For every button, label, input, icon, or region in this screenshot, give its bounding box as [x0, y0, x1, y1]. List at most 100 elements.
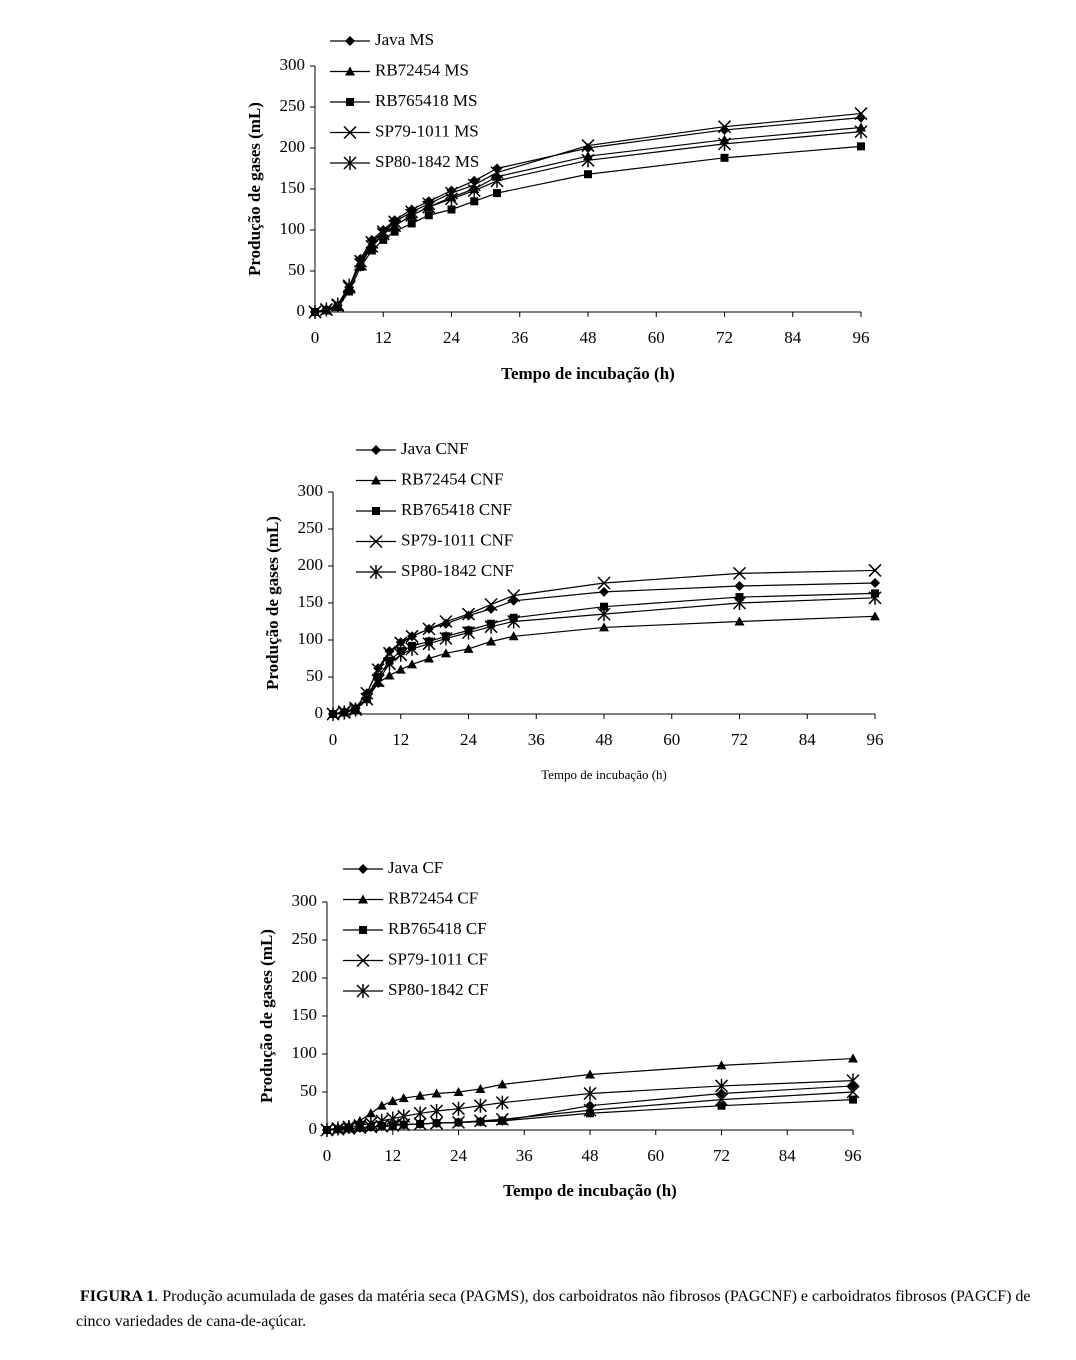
series-line [332, 569, 876, 715]
marker [343, 125, 357, 140]
marker [343, 156, 357, 170]
legend-label: SP79-1011 MS [375, 121, 479, 140]
x-tick-label: 36 [516, 1146, 533, 1165]
marker [353, 257, 368, 272]
marker [308, 305, 322, 319]
y-axis-label: Produção de gases (mL) [257, 929, 276, 1103]
y-tick-label: 50 [306, 666, 323, 685]
legend-label: Java MS [375, 30, 434, 49]
y-axis-label: Produção de gases (mL) [245, 102, 264, 276]
marker [413, 1106, 427, 1121]
marker [382, 656, 396, 671]
y-tick-label: 150 [280, 178, 306, 197]
marker [857, 142, 865, 151]
marker [384, 646, 395, 657]
marker [451, 1115, 466, 1129]
marker [345, 66, 355, 76]
marker [732, 596, 747, 610]
marker [387, 1096, 398, 1106]
marker [371, 673, 385, 688]
legend-label: Java CF [388, 858, 443, 877]
x-tick-label: 48 [582, 1146, 599, 1165]
x-tick-label: 12 [375, 328, 392, 347]
marker [463, 643, 474, 653]
marker [372, 507, 380, 515]
x-tick-label: 48 [580, 328, 597, 347]
y-tick-label: 0 [309, 1119, 318, 1138]
marker [331, 297, 345, 312]
marker [716, 1088, 727, 1099]
marker [714, 1078, 729, 1093]
x-tick-label: 60 [648, 328, 665, 347]
x-tick-label: 84 [779, 1146, 797, 1165]
marker-stroke [581, 139, 595, 153]
marker [395, 664, 406, 674]
marker [716, 1060, 727, 1070]
marker-stroke [430, 1116, 444, 1130]
marker-stroke [507, 589, 521, 603]
marker [446, 185, 457, 196]
legend-label: SP80-1842 CF [388, 980, 489, 999]
marker [599, 586, 609, 597]
x-tick-label: 12 [384, 1146, 401, 1165]
marker [359, 926, 367, 934]
marker [870, 611, 880, 621]
marker [461, 625, 476, 640]
legend-label: SP79-1011 CNF [401, 530, 513, 549]
marker [342, 278, 356, 293]
marker [384, 670, 395, 680]
marker [360, 692, 374, 707]
marker [386, 1111, 400, 1126]
x-tick-label: 0 [323, 1146, 332, 1165]
marker-stroke [854, 107, 868, 121]
y-tick-label: 50 [300, 1081, 317, 1100]
marker [714, 1093, 729, 1107]
y-tick-label: 100 [280, 219, 306, 238]
y-tick-label: 300 [280, 55, 306, 74]
marker [358, 894, 368, 904]
marker [720, 153, 729, 162]
marker-stroke [583, 1103, 597, 1117]
marker [470, 197, 479, 206]
marker [320, 1123, 334, 1137]
marker [349, 702, 363, 717]
marker [398, 1093, 409, 1103]
legend-label: RB72454 CNF [401, 469, 504, 488]
x-tick-label: 60 [647, 1146, 664, 1165]
marker-stroke [473, 1114, 487, 1128]
x-tick-label: 24 [460, 730, 478, 749]
marker [507, 614, 521, 629]
legend-label: RB765418 CF [388, 919, 487, 938]
marker [342, 1119, 356, 1134]
marker [586, 1109, 594, 1118]
marker [337, 705, 351, 720]
y-tick-label: 250 [280, 96, 306, 115]
x-tick-label: 24 [443, 328, 461, 347]
marker [376, 1100, 387, 1110]
marker-stroke [382, 646, 396, 660]
marker [407, 659, 418, 669]
marker [356, 984, 370, 998]
legend-label: RB72454 MS [375, 60, 469, 79]
marker [371, 445, 381, 455]
marker [371, 475, 381, 485]
marker [424, 211, 433, 220]
marker [345, 36, 355, 46]
marker [394, 636, 408, 650]
marker [490, 173, 504, 188]
marker [422, 622, 436, 636]
x-tick-label: 0 [311, 328, 320, 347]
x-tick-label: 12 [392, 730, 409, 749]
caption-label: FIGURA 1 [80, 1288, 155, 1305]
series-line [314, 112, 862, 313]
marker [430, 1104, 444, 1118]
marker [484, 619, 498, 634]
marker [405, 641, 419, 656]
marker [423, 653, 434, 663]
marker [493, 189, 501, 198]
marker [364, 1116, 378, 1131]
x-tick-label: 48 [596, 730, 613, 749]
marker [394, 647, 408, 662]
marker-stroke [714, 1093, 729, 1107]
marker-stroke [732, 566, 747, 580]
